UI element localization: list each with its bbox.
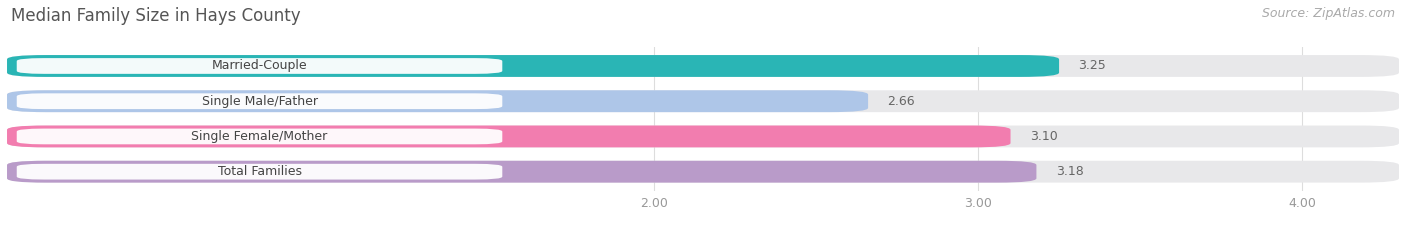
Text: 3.25: 3.25 (1078, 59, 1107, 72)
Text: Median Family Size in Hays County: Median Family Size in Hays County (11, 7, 301, 25)
Text: Total Families: Total Families (218, 165, 301, 178)
FancyBboxPatch shape (7, 126, 1011, 147)
FancyBboxPatch shape (7, 90, 1399, 112)
Text: 2.66: 2.66 (887, 95, 915, 108)
FancyBboxPatch shape (17, 93, 502, 109)
FancyBboxPatch shape (7, 55, 1059, 77)
FancyBboxPatch shape (17, 164, 502, 180)
Text: Single Male/Father: Single Male/Father (201, 95, 318, 108)
FancyBboxPatch shape (7, 161, 1036, 183)
Text: Married-Couple: Married-Couple (212, 59, 308, 72)
FancyBboxPatch shape (7, 126, 1399, 147)
FancyBboxPatch shape (17, 58, 502, 74)
FancyBboxPatch shape (7, 55, 1399, 77)
Text: 3.18: 3.18 (1056, 165, 1084, 178)
Text: Single Female/Mother: Single Female/Mother (191, 130, 328, 143)
FancyBboxPatch shape (17, 129, 502, 144)
Text: Source: ZipAtlas.com: Source: ZipAtlas.com (1261, 7, 1395, 20)
FancyBboxPatch shape (7, 90, 868, 112)
Text: 3.10: 3.10 (1031, 130, 1057, 143)
FancyBboxPatch shape (7, 161, 1399, 183)
